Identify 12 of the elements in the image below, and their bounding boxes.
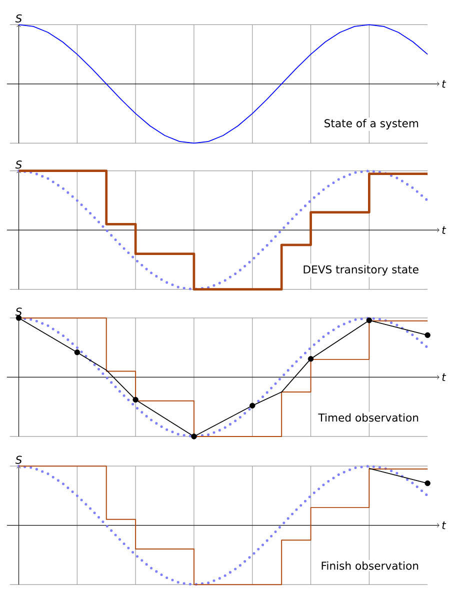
- x-axis-title: t: [442, 80, 446, 88]
- annotation: Timed observation: [318, 413, 418, 422]
- x-axis-title: t: [442, 373, 446, 382]
- y-axis-title: S: [15, 160, 22, 169]
- y-axis-title: S: [15, 456, 22, 464]
- y-axis-title: S: [15, 14, 22, 23]
- annotation: Finish observation: [322, 561, 418, 570]
- x-axis-title: t: [442, 226, 446, 234]
- annotation: DEVS transitory state: [304, 265, 418, 276]
- x-axis-title: t: [442, 522, 446, 530]
- annotation: State of a system: [324, 118, 418, 130]
- y-axis-title: S: [15, 308, 22, 316]
